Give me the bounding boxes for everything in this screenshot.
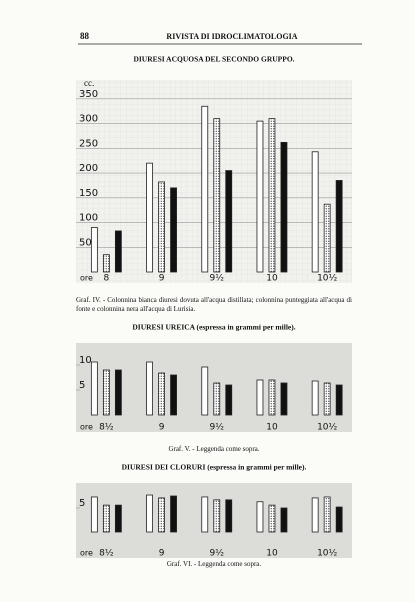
bar	[323, 382, 331, 416]
bar	[158, 372, 165, 416]
chart-title: DIURESI DEI CLORURI (espressa in grammi …	[122, 463, 307, 472]
y-tick-label: 50	[79, 237, 92, 248]
bar	[256, 120, 264, 273]
x-tick-label: 9½	[210, 423, 225, 433]
y-tick-label: 5	[79, 380, 85, 391]
chart-title: DIURESI ACQUOSA DEL SECONDO GRUPPO.	[133, 55, 294, 64]
y-tick-label: 100	[79, 213, 98, 224]
bar	[158, 181, 165, 273]
bar	[213, 382, 221, 416]
x-axis-label: ore	[80, 423, 93, 432]
y-tick-label: 350	[79, 89, 98, 100]
bar	[170, 495, 177, 533]
bar	[323, 203, 331, 273]
bar	[280, 382, 288, 416]
x-tick-label: 10	[266, 549, 278, 559]
caption: Graf. VI. - Leggenda come sopra.	[166, 560, 262, 568]
page-number: 88	[80, 31, 90, 41]
bar	[170, 187, 177, 273]
x-tick-label: 10½	[317, 274, 337, 284]
x-tick-label: 10½	[317, 549, 337, 559]
x-tick-label: 8	[103, 274, 109, 284]
caption: Graf. V. - Leggenda come sopra.	[168, 445, 260, 453]
x-tick-label: 10½	[317, 423, 337, 433]
x-tick-label: 10	[266, 274, 278, 284]
x-tick-label: 9	[159, 423, 165, 433]
bar	[114, 504, 122, 533]
x-axis-label: ore	[80, 549, 93, 558]
bar	[268, 379, 276, 416]
bar	[280, 141, 288, 273]
bar	[213, 118, 221, 273]
bar	[256, 501, 264, 533]
bar	[146, 361, 153, 416]
bar	[114, 369, 122, 416]
bar	[158, 497, 165, 533]
bar	[311, 380, 319, 416]
y-axis-label: cc.	[84, 78, 94, 88]
x-axis-label: ore	[80, 274, 93, 283]
bar	[335, 180, 343, 273]
chart-title: DIURESI UREICA (espressa in grammi per m…	[132, 323, 295, 332]
bar	[256, 379, 264, 416]
bar	[311, 497, 319, 533]
bar	[102, 254, 110, 273]
y-tick-label: 200	[79, 163, 98, 174]
x-tick-label: 9½	[210, 549, 225, 559]
bar	[225, 170, 233, 273]
bar	[311, 151, 319, 273]
bar	[225, 384, 233, 416]
caption: Graf. IV. - Colonnina bianca diuresi dov…	[76, 296, 352, 313]
running-head: RIVISTA DI IDROCLIMATOLOGIA	[166, 32, 297, 41]
bar	[90, 361, 98, 416]
y-tick-label: 300	[79, 114, 98, 125]
x-tick-label: 8½	[99, 423, 114, 433]
bar	[146, 494, 153, 533]
bar	[90, 227, 98, 273]
y-tick-label: 5	[79, 498, 85, 509]
x-tick-label: 9½	[210, 274, 225, 284]
y-tick-label: 150	[79, 188, 98, 199]
x-tick-label: 9	[159, 549, 165, 559]
bar	[213, 499, 221, 533]
x-tick-label: 8½	[99, 549, 114, 559]
bar	[90, 496, 98, 533]
x-tick-label: 9	[159, 274, 165, 284]
bar	[268, 118, 276, 273]
bar	[280, 507, 288, 533]
bar	[146, 162, 153, 273]
bar	[201, 366, 209, 416]
bar	[201, 105, 209, 273]
bar	[335, 384, 343, 416]
bar	[335, 506, 343, 533]
y-tick-label: 10	[79, 355, 92, 366]
bar	[102, 369, 110, 416]
bar	[114, 230, 122, 273]
bar	[323, 496, 331, 533]
y-tick-label: 250	[79, 138, 98, 149]
bar	[170, 374, 177, 416]
x-tick-label: 10	[266, 423, 278, 433]
bar	[268, 504, 276, 533]
bar	[225, 499, 233, 533]
bar	[102, 504, 110, 533]
bar	[201, 496, 209, 533]
